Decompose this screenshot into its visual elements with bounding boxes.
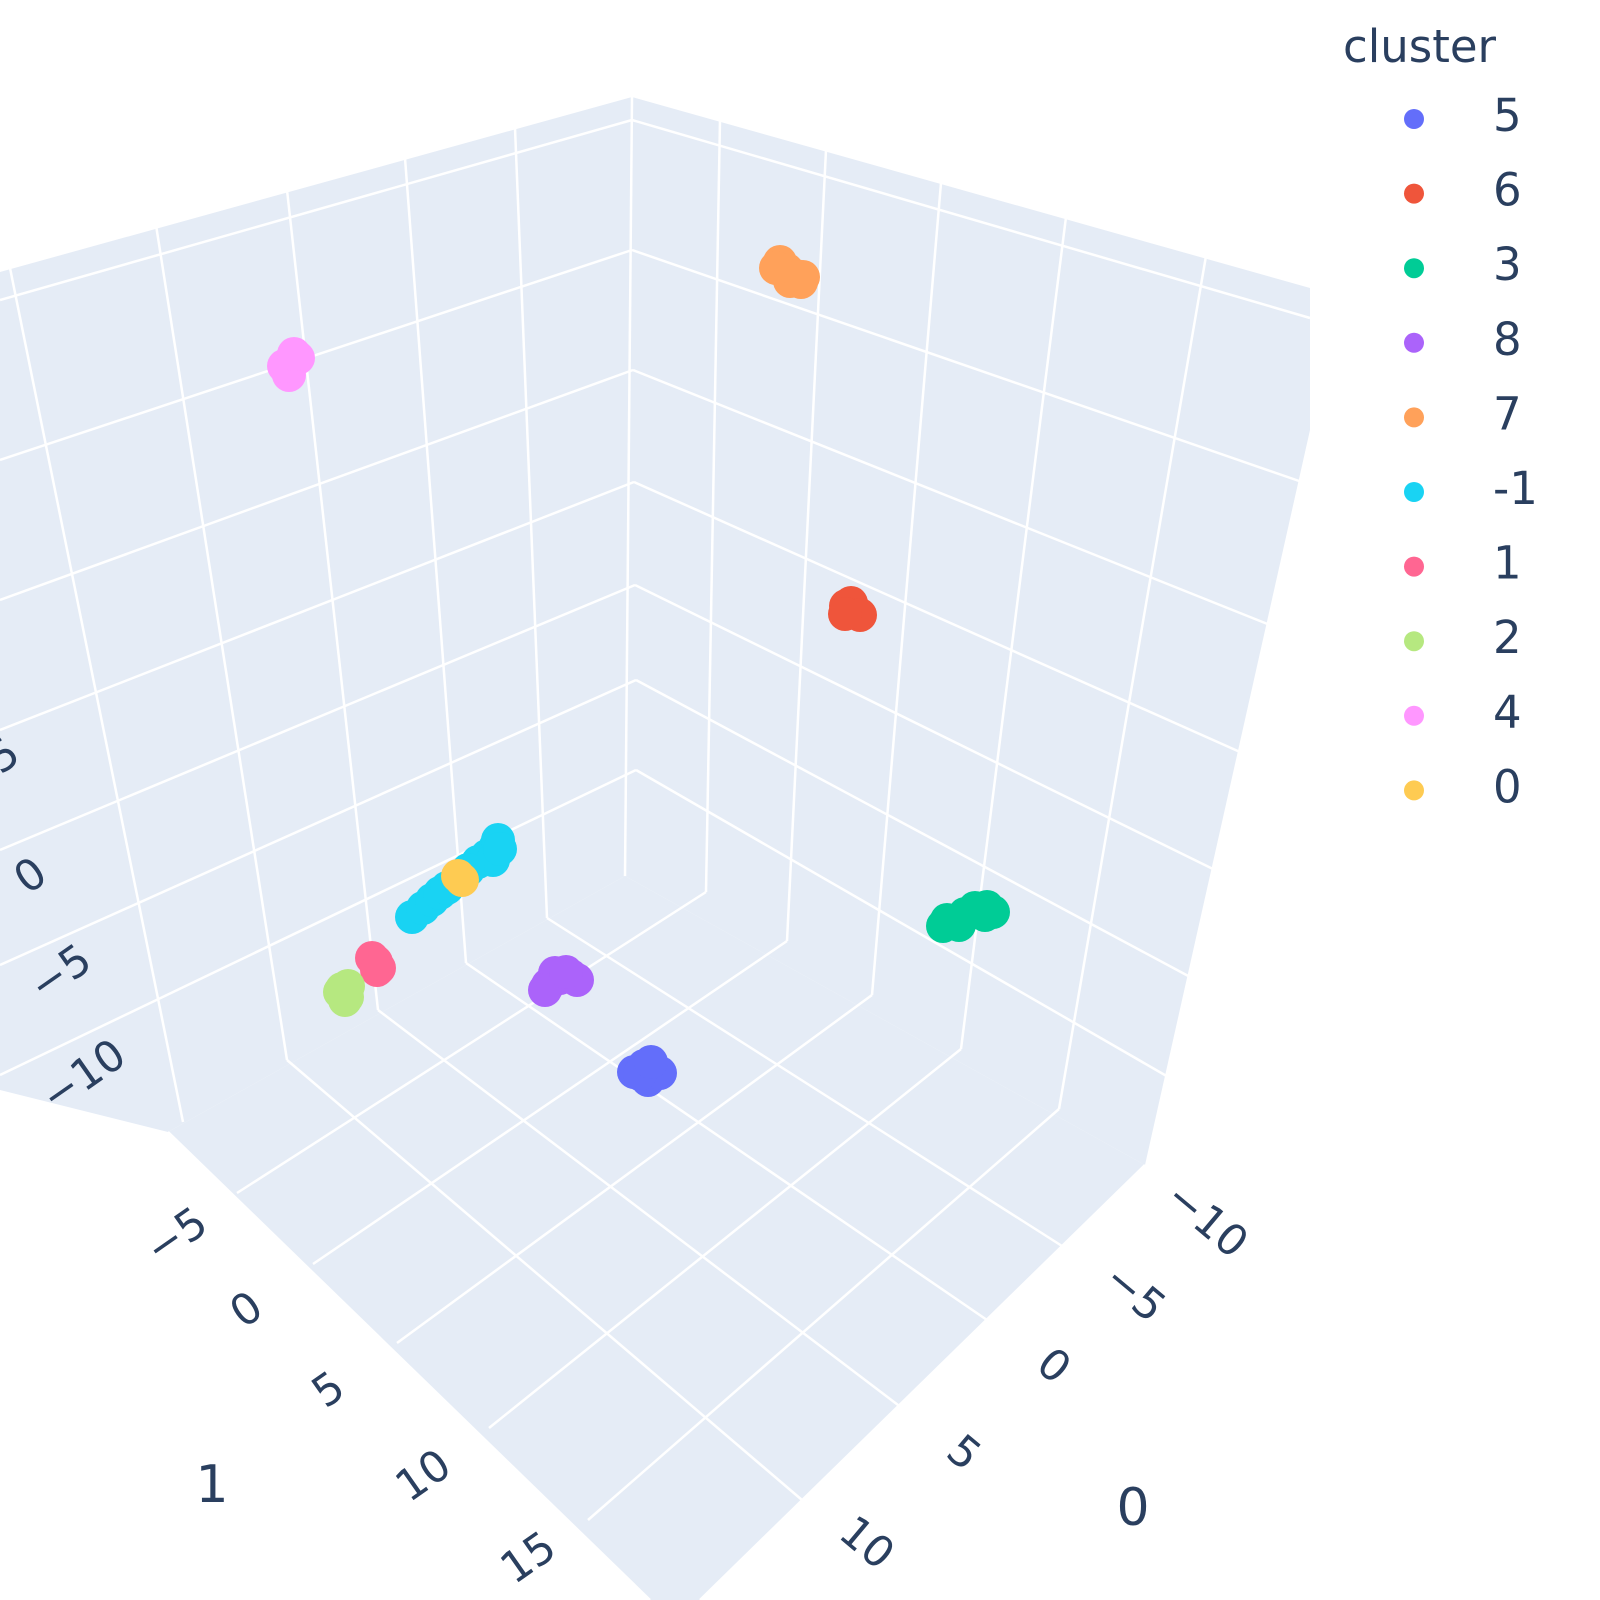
legend-item[interactable]: 5 [1404,89,1522,142]
legend-marker [1404,109,1424,129]
data-points [267,245,1010,1097]
legend-title: cluster [1343,20,1497,73]
legend-marker [1404,556,1424,577]
legend-label: 4 [1493,686,1522,739]
x-tick-label: −5 [136,1197,217,1274]
legend-marker [1404,780,1424,801]
data-point [328,983,362,1017]
legend-label: 2 [1493,611,1522,664]
y-axis-title: 0 [1116,1478,1149,1538]
legend[interactable]: 5 6 3 8 7 -1 1 2 4 0 [1404,89,1538,813]
legend-item[interactable]: 1 [1404,537,1522,590]
data-point [828,597,862,631]
floor [168,876,1145,1600]
legend-label: 8 [1493,313,1522,366]
data-point [942,908,976,942]
legend-label: 6 [1493,164,1522,217]
legend-label: -1 [1493,462,1538,515]
legend-marker [1404,183,1424,204]
gridlines [0,96,1311,1600]
data-point [360,953,394,987]
legend-marker [1404,258,1424,279]
legend-label: 5 [1493,89,1522,142]
x-tick-label: 5 [303,1362,354,1419]
y-tick-label: 0 [1027,1338,1080,1394]
legend-item[interactable]: 3 [1404,238,1522,291]
data-point [483,832,517,866]
x-tick-label: 15 [492,1522,566,1594]
legend-label: 0 [1493,760,1522,813]
legend-marker [1404,482,1424,502]
legend-marker [1404,332,1424,353]
x-axis-title: 1 [195,1455,228,1515]
legend-marker [1404,705,1424,726]
x-tick-label: 10 [387,1440,461,1512]
legend-label: 1 [1493,537,1522,590]
data-point [786,260,820,294]
legend-item[interactable]: 7 [1404,387,1522,440]
legend-item[interactable]: 4 [1404,686,1522,739]
legend-item[interactable]: 8 [1404,313,1522,366]
legend-item[interactable]: 6 [1404,164,1522,217]
y-tick-label: 10 [830,1506,904,1579]
legend-item[interactable]: 0 [1404,760,1522,813]
legend-item[interactable]: 2 [1404,611,1522,664]
legend-marker [1404,631,1424,652]
data-point [759,251,793,285]
data-point [277,337,311,371]
data-point [634,1045,668,1079]
legend-label: 7 [1493,387,1522,440]
data-point [968,898,1002,932]
data-point [445,863,479,897]
legend-label: 3 [1493,238,1522,291]
data-point [549,955,583,989]
y-tick-label: 5 [937,1425,990,1481]
y-tick-label: −5 [1094,1254,1175,1333]
x-tick-label: 0 [221,1282,272,1339]
y-tick-label: −10 [1156,1172,1258,1269]
legend-item[interactable]: -1 [1404,462,1538,515]
legend-marker [1404,407,1424,428]
